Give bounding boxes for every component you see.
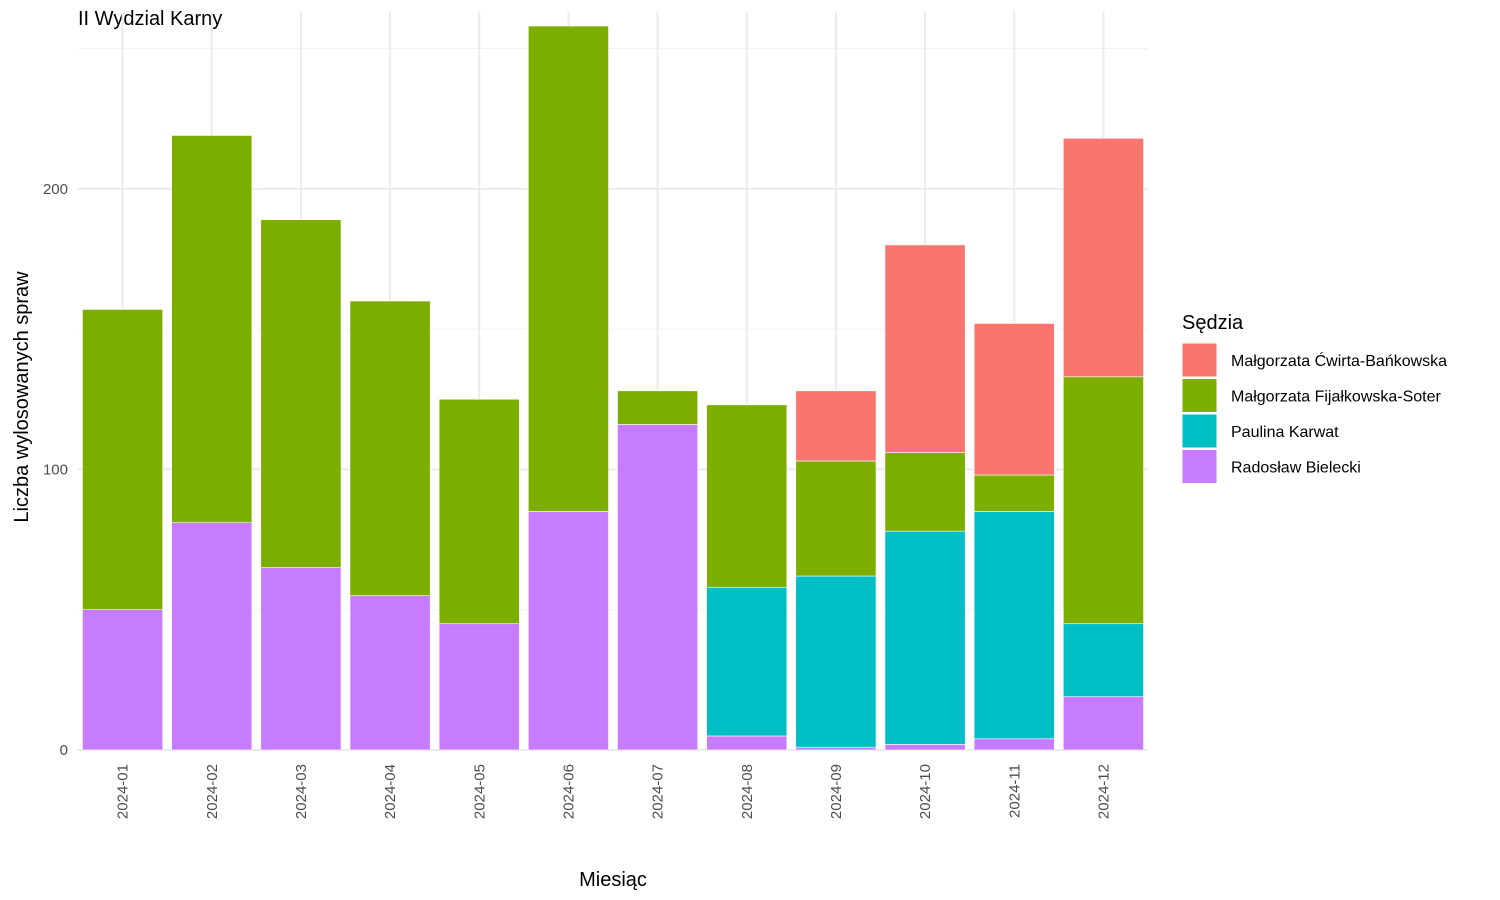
bar-segment [171, 135, 253, 524]
legend: Sędzia Małgorzata Ćwirta-Bańkowska Małgor… [1181, 312, 1447, 484]
bar-segment [1062, 376, 1144, 625]
bar-segment [973, 738, 1055, 751]
y-tick-label: 100 [43, 461, 68, 478]
legend-swatch [1181, 449, 1218, 484]
x-tick-label: 2024-11 [1006, 764, 1023, 818]
legend-label: Paulina Karwat [1231, 424, 1339, 441]
bar-segment [1062, 623, 1144, 697]
bar-segment [795, 746, 877, 751]
bar-segment [527, 25, 609, 512]
x-tick-label: 2024-06 [560, 764, 577, 819]
bar-segment [82, 309, 164, 610]
bar-segment [82, 609, 164, 751]
legend-swatch [1181, 378, 1218, 413]
bar-segment [1062, 137, 1144, 378]
y-tick-label: 200 [43, 181, 68, 198]
bar-segment [349, 300, 431, 596]
y-axis-ticks: 0 100 200 [43, 181, 68, 759]
bar-segment [706, 735, 788, 751]
bar-segment [795, 390, 877, 462]
bar-segment [973, 511, 1055, 740]
bar-segment [438, 398, 520, 625]
x-tick-label: 2024-10 [917, 764, 934, 819]
y-tick-label: 0 [60, 742, 68, 759]
bar-segment [617, 390, 699, 425]
bar-segment [438, 623, 520, 751]
bar-segment [884, 744, 966, 751]
bar-segment [260, 567, 342, 751]
bar-segment [973, 474, 1055, 512]
legend-swatch [1181, 342, 1218, 378]
bar-segment [884, 452, 966, 532]
bar-segment [706, 586, 788, 737]
legend-label: Małgorzata Fijałkowska-Soter [1231, 389, 1442, 406]
legend-label: Radosław Bielecki [1231, 460, 1361, 477]
bar-segment [617, 424, 699, 751]
bars-layer [82, 25, 1144, 751]
y-axis-title: Liczba wylosowanych spraw [11, 271, 33, 523]
bar-segment [1062, 696, 1144, 751]
bar-segment [527, 511, 609, 751]
x-tick-label: 2024-05 [471, 764, 488, 819]
x-tick-label: 2024-04 [382, 764, 399, 819]
x-tick-label: 2024-07 [650, 764, 667, 819]
bar-segment [795, 575, 877, 748]
x-tick-label: 2024-09 [828, 764, 845, 819]
x-tick-label: 2024-02 [204, 764, 221, 819]
chart-title: II Wydzial Karny [78, 8, 223, 30]
bar-segment [795, 460, 877, 577]
x-axis-title: Miesiąc [579, 869, 647, 891]
x-tick-label: 2024-03 [293, 764, 310, 819]
bar-segment [884, 530, 966, 745]
x-tick-label: 2024-08 [739, 764, 756, 819]
bar-segment [884, 244, 966, 453]
x-tick-label: 2024-01 [115, 764, 132, 819]
x-tick-label: 2024-12 [1095, 764, 1112, 819]
bar-segment [349, 595, 431, 751]
legend-label: Małgorzata Ćwirta-Bańkowska [1231, 351, 1447, 370]
legend-title: Sędzia [1182, 312, 1244, 334]
legend-swatch [1181, 413, 1218, 449]
bar-segment [171, 522, 253, 751]
bar-segment [260, 219, 342, 568]
bar-segment [706, 404, 788, 588]
bar-segment [973, 323, 1055, 476]
x-axis-ticks: 2024-01 2024-02 2024-03 2024-04 2024-05 2024-… [115, 764, 1113, 819]
